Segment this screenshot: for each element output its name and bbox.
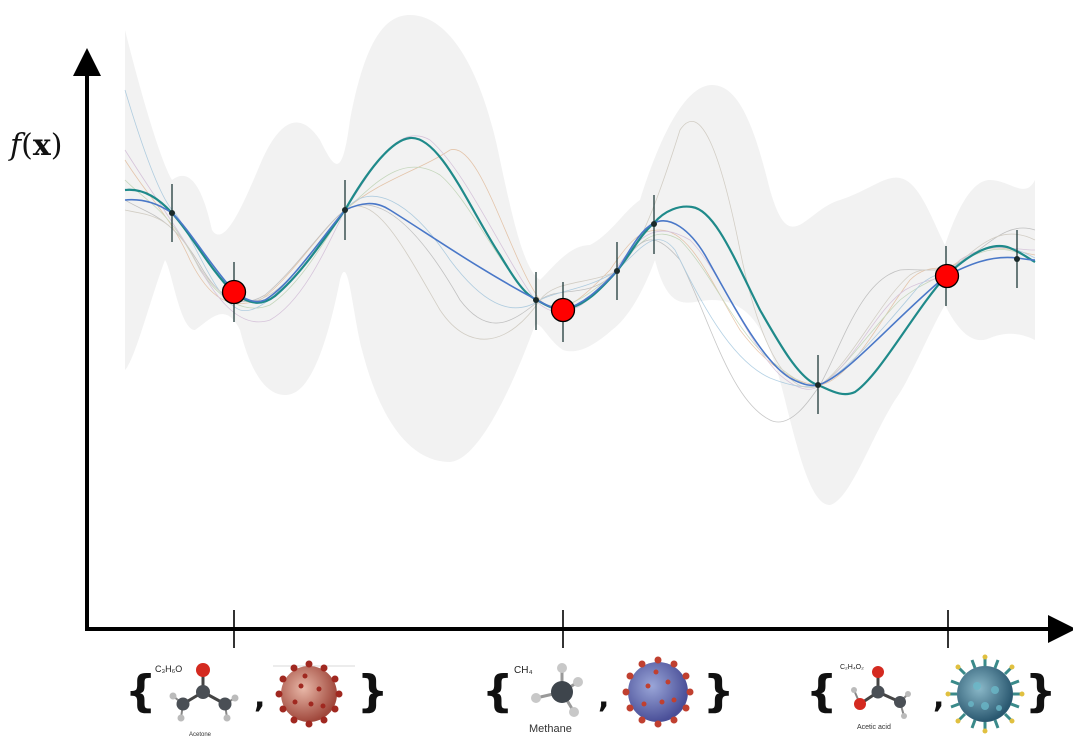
separator-comma: , bbox=[254, 680, 266, 715]
sample-curve bbox=[124, 166, 1036, 387]
molecule-formula: C₂H₄O₂ bbox=[840, 664, 864, 671]
highlighted-points bbox=[221, 263, 960, 323]
observation-dot bbox=[815, 382, 821, 388]
acetone-molecule-icon bbox=[169, 663, 239, 722]
observation-dots bbox=[169, 207, 1020, 388]
right-brace: } bbox=[703, 666, 735, 717]
observation-dot bbox=[651, 221, 657, 227]
left-brace: { bbox=[806, 666, 838, 717]
highlighted-point-acetic-acid bbox=[934, 263, 960, 289]
posterior-mean-curve bbox=[124, 136, 1036, 396]
y-axis-label-func: f bbox=[10, 128, 22, 163]
observation-dot bbox=[533, 297, 539, 303]
y-axis-label-arg: x bbox=[32, 128, 51, 163]
molecule-formula: CH₄ bbox=[514, 665, 533, 676]
x-ticks bbox=[233, 610, 949, 648]
molecule-name: Acetic acid bbox=[857, 724, 891, 731]
observation-dot bbox=[1014, 256, 1020, 262]
observation-dot bbox=[614, 268, 620, 274]
sample-function-curve bbox=[124, 198, 1036, 387]
observation-dot bbox=[342, 207, 348, 213]
right-brace: } bbox=[1025, 666, 1057, 717]
separator-comma: , bbox=[933, 680, 945, 715]
coronavirus-icon bbox=[622, 656, 694, 728]
sample-curve bbox=[124, 149, 1036, 386]
uncertainty-band bbox=[125, 15, 1035, 505]
highlighted-point-acetone bbox=[221, 279, 247, 305]
coronavirus-icon bbox=[945, 654, 1025, 734]
methane-molecule-icon bbox=[531, 663, 583, 717]
acetic-acid-molecule-icon bbox=[851, 666, 911, 719]
sample-curve bbox=[124, 89, 1036, 388]
molecule-name: Methane bbox=[529, 723, 572, 735]
molecule-name: Acetone bbox=[189, 732, 212, 738]
separator-comma: , bbox=[598, 680, 610, 715]
observation-dot bbox=[169, 210, 175, 216]
highlighted-point-methane bbox=[550, 297, 576, 323]
left-brace: { bbox=[125, 666, 157, 717]
y-axis-label: f(x) bbox=[10, 128, 63, 163]
molecule-formula: C₃H₆O bbox=[155, 664, 183, 674]
left-brace: { bbox=[482, 666, 514, 717]
coronavirus-icon bbox=[273, 660, 355, 728]
right-brace: } bbox=[357, 666, 389, 717]
